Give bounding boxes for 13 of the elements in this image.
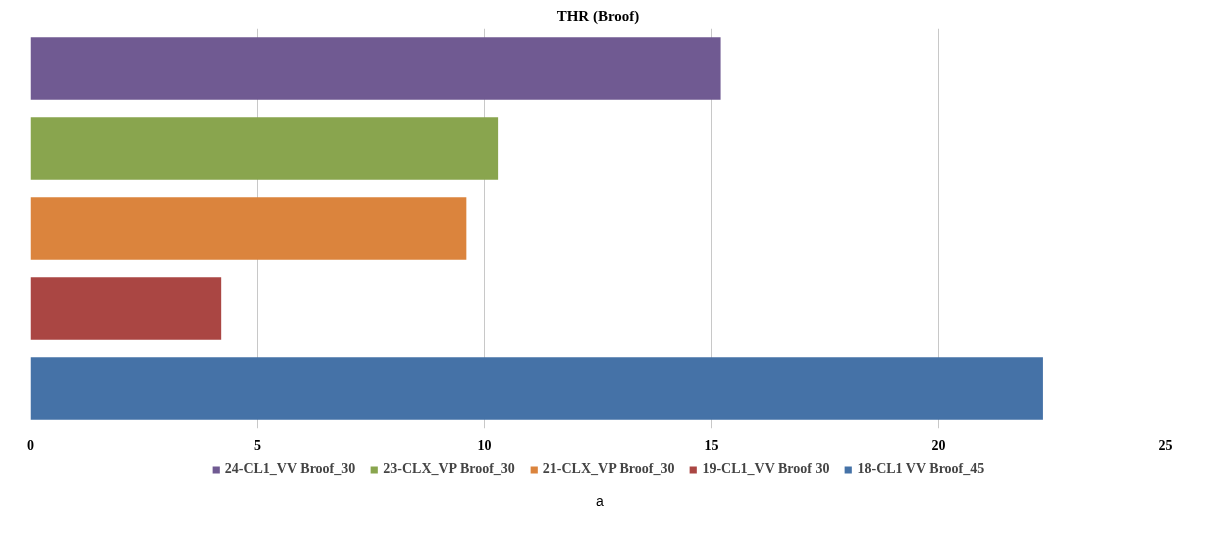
x-tick-label: 25 bbox=[1158, 437, 1173, 453]
legend-label: 24-CL1_VV Broof_30 bbox=[224, 461, 356, 477]
legend-label: 18-CL1 VV Broof_45 bbox=[857, 461, 985, 477]
x-tick-label: 0 bbox=[27, 437, 34, 453]
legend-label: 21-CLX_VP Broof_30 bbox=[542, 461, 675, 477]
x-tick-label: 15 bbox=[704, 437, 719, 453]
chart-title: THR (Broof) bbox=[556, 7, 640, 25]
text: a bbox=[596, 492, 604, 511]
legend-label: 23-CLX_VP Broof_30 bbox=[383, 461, 515, 477]
x-tick-label: 20 bbox=[931, 437, 946, 453]
legend-label: 19-CL1_VV Broof 30 bbox=[702, 461, 830, 477]
x-tick-label: 10 bbox=[477, 437, 492, 453]
x-tick-label: 5 bbox=[254, 437, 261, 453]
